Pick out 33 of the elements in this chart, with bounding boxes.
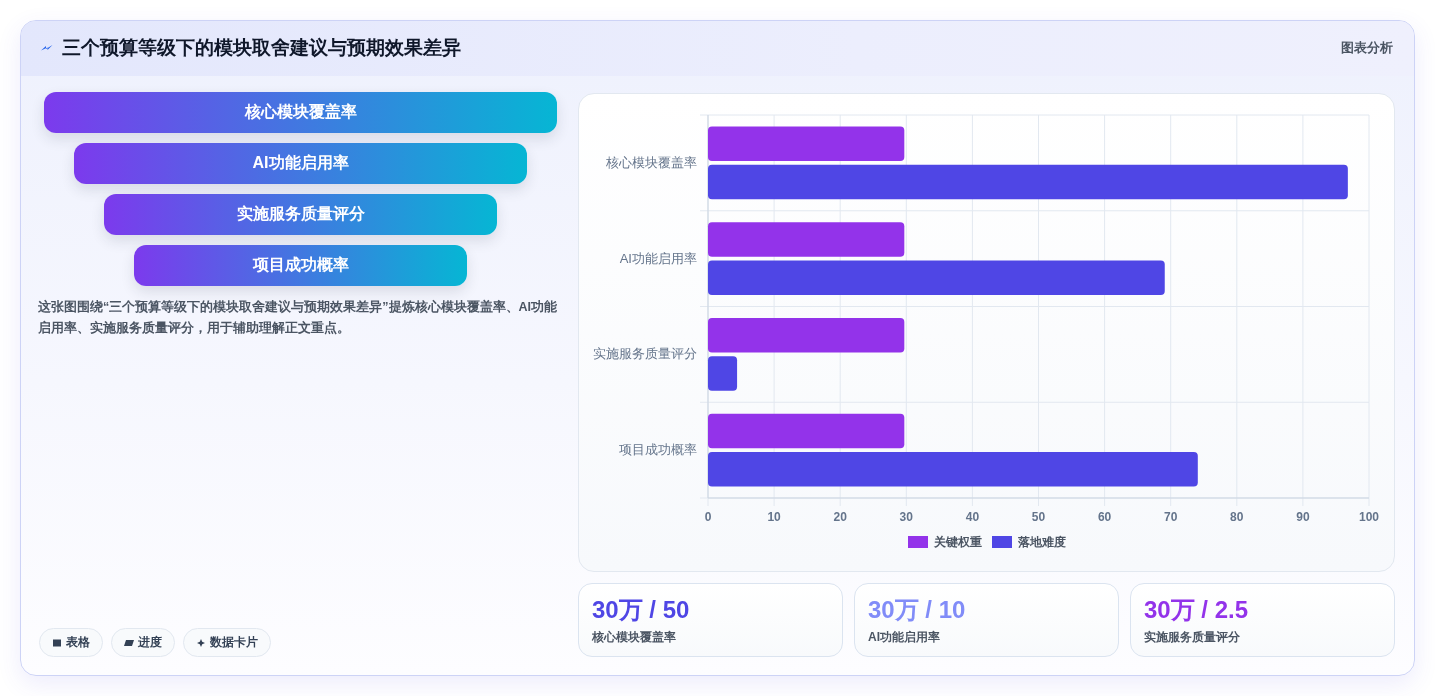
text: 30万 / 10 — [868, 596, 966, 623]
text: 30万 / 50 — [592, 596, 690, 623]
legend-label: 关键权重 — [933, 534, 982, 550]
category-label: 实施服务质量评分 — [1144, 629, 1240, 645]
x-tick-label: 50 — [1031, 510, 1046, 524]
x-tick-label: 30 — [899, 510, 914, 524]
legend-label: 落地难度 — [1017, 534, 1066, 550]
x-tick-label: 100 — [1358, 510, 1380, 524]
text: 表格 — [66, 635, 90, 650]
text: 三个预算等级下的模块取舍建议与预期效果差异 — [62, 36, 461, 60]
x-tick-label: 80 — [1230, 510, 1244, 524]
x-tick-label: 60 — [1097, 510, 1112, 524]
category-label: 核心模块覆盖率 — [244, 102, 357, 122]
x-tick-label: 0 — [704, 510, 712, 524]
category-label: 项目成功概率 — [252, 255, 349, 275]
text: 数据卡片 — [210, 635, 258, 650]
x-tick-label: 10 — [767, 510, 782, 524]
text: 图表分析 — [1340, 39, 1393, 57]
text: 这张图围绕“三个预算等级下的模块取舍建议与预期效果差异”提炼核心模块覆盖率、AI功能启用率、实施服务质量评分，用于辅助理解正文重点。 — [38, 298, 558, 337]
x-tick-label: 90 — [1296, 510, 1310, 524]
y-tick-label: 项目成功概率 — [619, 442, 697, 458]
y-tick-label: 核心模块覆盖率 — [605, 154, 697, 170]
text: 进度 — [138, 635, 162, 650]
text: 30万 / 2.5 — [1144, 596, 1249, 623]
category-label: 实施服务质量评分 — [236, 204, 365, 224]
y-tick-label: AI功能启用率 — [619, 250, 697, 266]
x-tick-label: 70 — [1164, 510, 1178, 524]
y-tick-label: 实施服务质量评分 — [593, 346, 697, 362]
category-label: AI功能启用率 — [252, 153, 349, 173]
x-tick-label: 40 — [965, 510, 980, 524]
x-tick-label: 20 — [833, 510, 848, 524]
category-label: AI功能启用率 — [868, 629, 940, 645]
category-label: 核心模块覆盖率 — [592, 629, 676, 645]
